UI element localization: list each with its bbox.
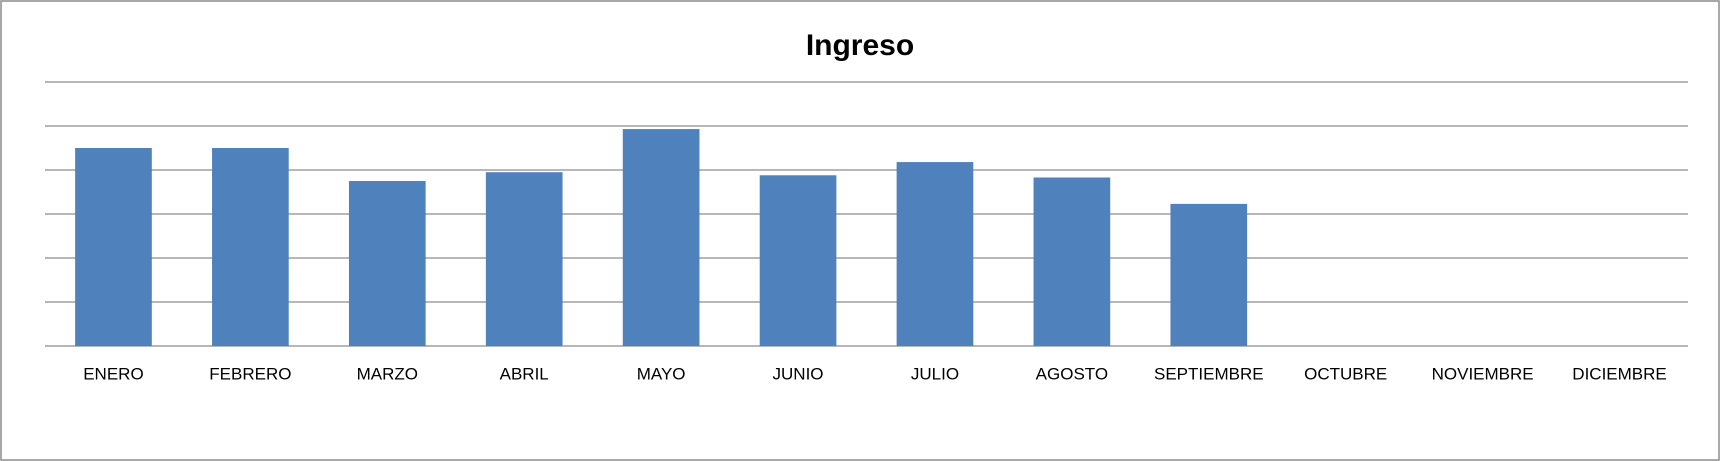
bar	[1033, 177, 1111, 346]
x-tick-label: MARZO	[357, 364, 418, 383]
x-tick-label: AGOSTO	[1036, 364, 1108, 383]
bar	[759, 175, 837, 346]
bar	[75, 148, 152, 346]
x-tick-label: SEPTIEMBRE	[1154, 364, 1264, 383]
x-tick-label: JULIO	[911, 364, 959, 383]
x-tick-label: DICIEMBRE	[1572, 364, 1666, 383]
bar	[212, 148, 289, 346]
bar	[1170, 203, 1248, 346]
x-tick-label: MAYO	[637, 364, 686, 383]
x-tick-label: ENERO	[83, 364, 143, 383]
x-tick-label: FEBRERO	[209, 364, 291, 383]
bar	[622, 129, 700, 346]
chart-title: Ingreso	[806, 29, 914, 62]
bar	[485, 172, 563, 346]
x-tick-label: NOVIEMBRE	[1432, 364, 1534, 383]
x-tick-label: OCTUBRE	[1304, 364, 1387, 383]
bar	[896, 162, 974, 346]
x-tick-label: JUNIO	[773, 364, 824, 383]
x-tick-label: ABRIL	[500, 364, 549, 383]
bar	[348, 181, 426, 346]
